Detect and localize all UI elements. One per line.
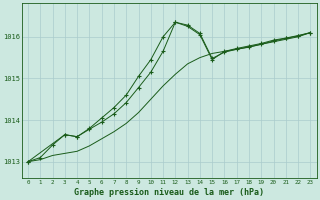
X-axis label: Graphe pression niveau de la mer (hPa): Graphe pression niveau de la mer (hPa) <box>74 188 264 197</box>
